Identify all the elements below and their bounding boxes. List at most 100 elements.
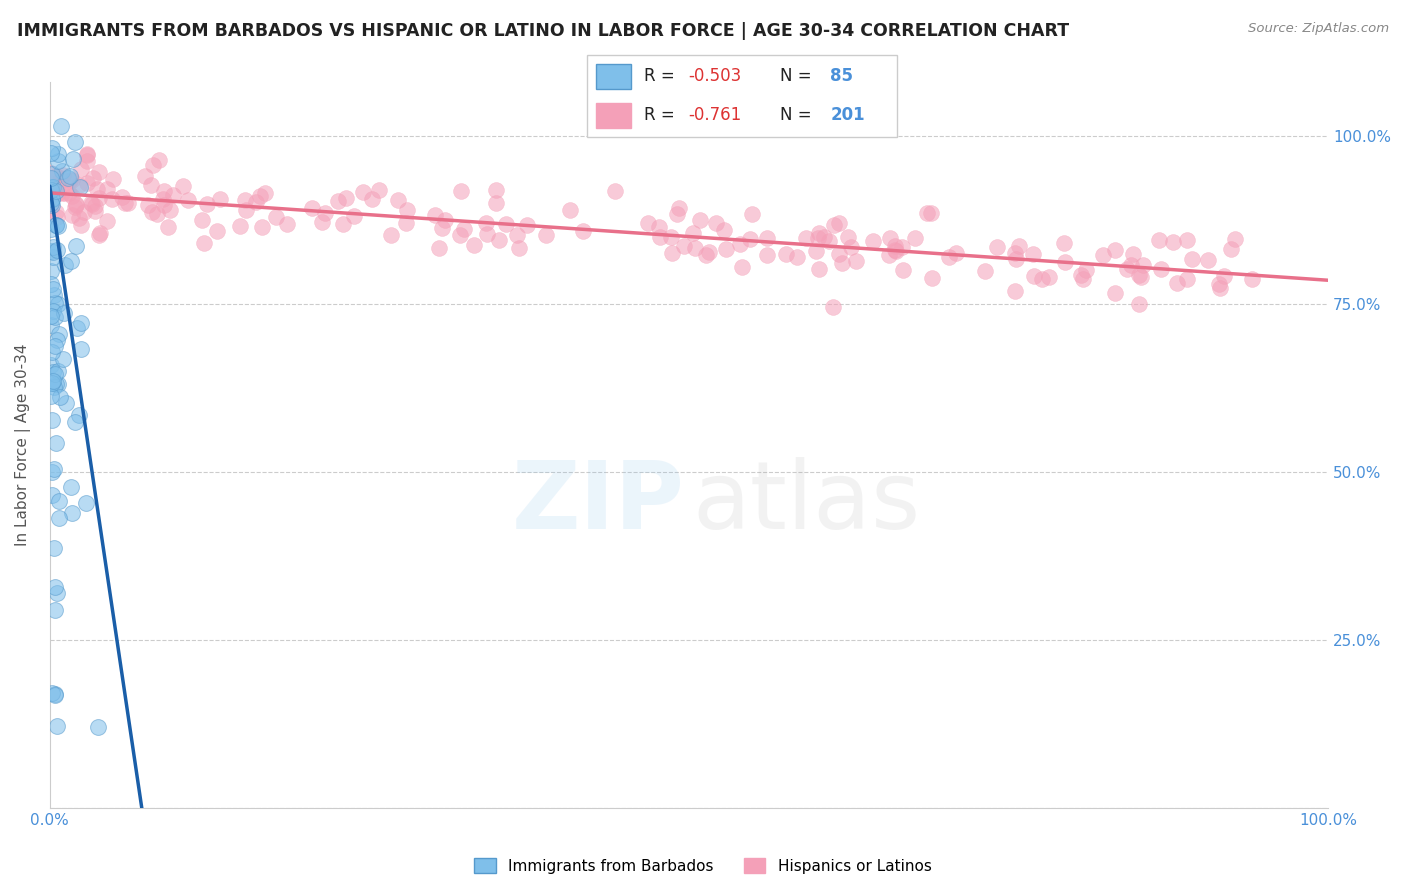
Point [488,234,510,248]
Point [56,171,79,186]
Point [775,247,797,261]
Point [84,199,107,213]
Point [44,296,66,310]
Point [63,200,86,214]
Point [314,206,336,220]
Point [1128,268,1150,282]
Point [145,207,167,221]
Point [326,194,349,208]
Point [44,367,66,381]
Text: Source: ZipAtlas.com: Source: ZipAtlas.com [1249,22,1389,36]
Point [516,218,538,232]
Point [42,282,65,296]
Point [46,297,69,311]
Point [44,339,66,353]
Point [41,167,63,181]
Point [96,214,118,228]
Point [46,178,69,192]
Point [41,488,63,502]
Point [1031,272,1053,286]
Point [39,277,62,291]
Point [82,170,104,185]
Point [659,230,682,244]
Point [101,172,124,186]
Point [506,228,529,243]
Point [58,186,80,200]
Point [42,250,65,264]
Point [508,242,530,256]
Point [637,215,659,229]
Point [884,243,907,257]
Point [572,224,595,238]
Point [42,179,65,194]
Point [915,206,938,220]
Point [45,436,67,450]
Point [1038,269,1060,284]
Point [191,213,214,227]
Point [70,342,93,356]
Point [884,244,907,258]
Point [884,239,907,253]
Point [141,178,163,193]
Point [45,169,67,184]
Text: 85: 85 [830,68,853,86]
Point [1181,252,1204,267]
Point [46,719,69,733]
Point [49,391,72,405]
Point [335,191,357,205]
Point [80,196,103,211]
Point [672,239,695,253]
Point [39,309,62,323]
Point [264,211,287,225]
Point [301,201,323,215]
Point [1220,242,1243,256]
Point [665,206,688,220]
Point [332,217,354,231]
Text: -0.503: -0.503 [688,68,741,86]
Point [195,196,218,211]
Point [1116,262,1139,277]
Point [828,247,851,261]
Text: N =: N = [779,68,811,86]
Point [1147,233,1170,247]
Point [756,248,779,262]
Point [67,211,90,225]
Point [75,496,97,510]
Point [1005,252,1028,266]
Text: -0.761: -0.761 [688,106,741,124]
Point [360,192,382,206]
Point [156,220,179,235]
Point [48,327,70,342]
Text: R =: R = [644,68,675,86]
Point [80,196,103,211]
Point [807,231,830,245]
Point [823,301,845,315]
Point [1053,235,1076,250]
Point [60,173,83,187]
Point [756,231,779,245]
Point [39,318,62,333]
Text: N =: N = [779,106,811,124]
Point [45,218,67,232]
Point [648,219,671,234]
Point [1074,262,1097,277]
Point [141,204,163,219]
Point [48,494,70,508]
Point [1175,272,1198,286]
Point [1208,277,1230,291]
Point [689,213,711,227]
Point [41,376,63,390]
Point [713,223,735,237]
Point [1070,268,1092,282]
Point [59,172,82,186]
Point [1104,285,1126,300]
Point [65,198,87,212]
Point [1104,243,1126,257]
Point [1241,272,1264,286]
Point [39,179,62,194]
Point [837,230,859,244]
Point [42,380,65,394]
Point [152,198,174,212]
Point [65,239,87,253]
Point [731,260,754,275]
